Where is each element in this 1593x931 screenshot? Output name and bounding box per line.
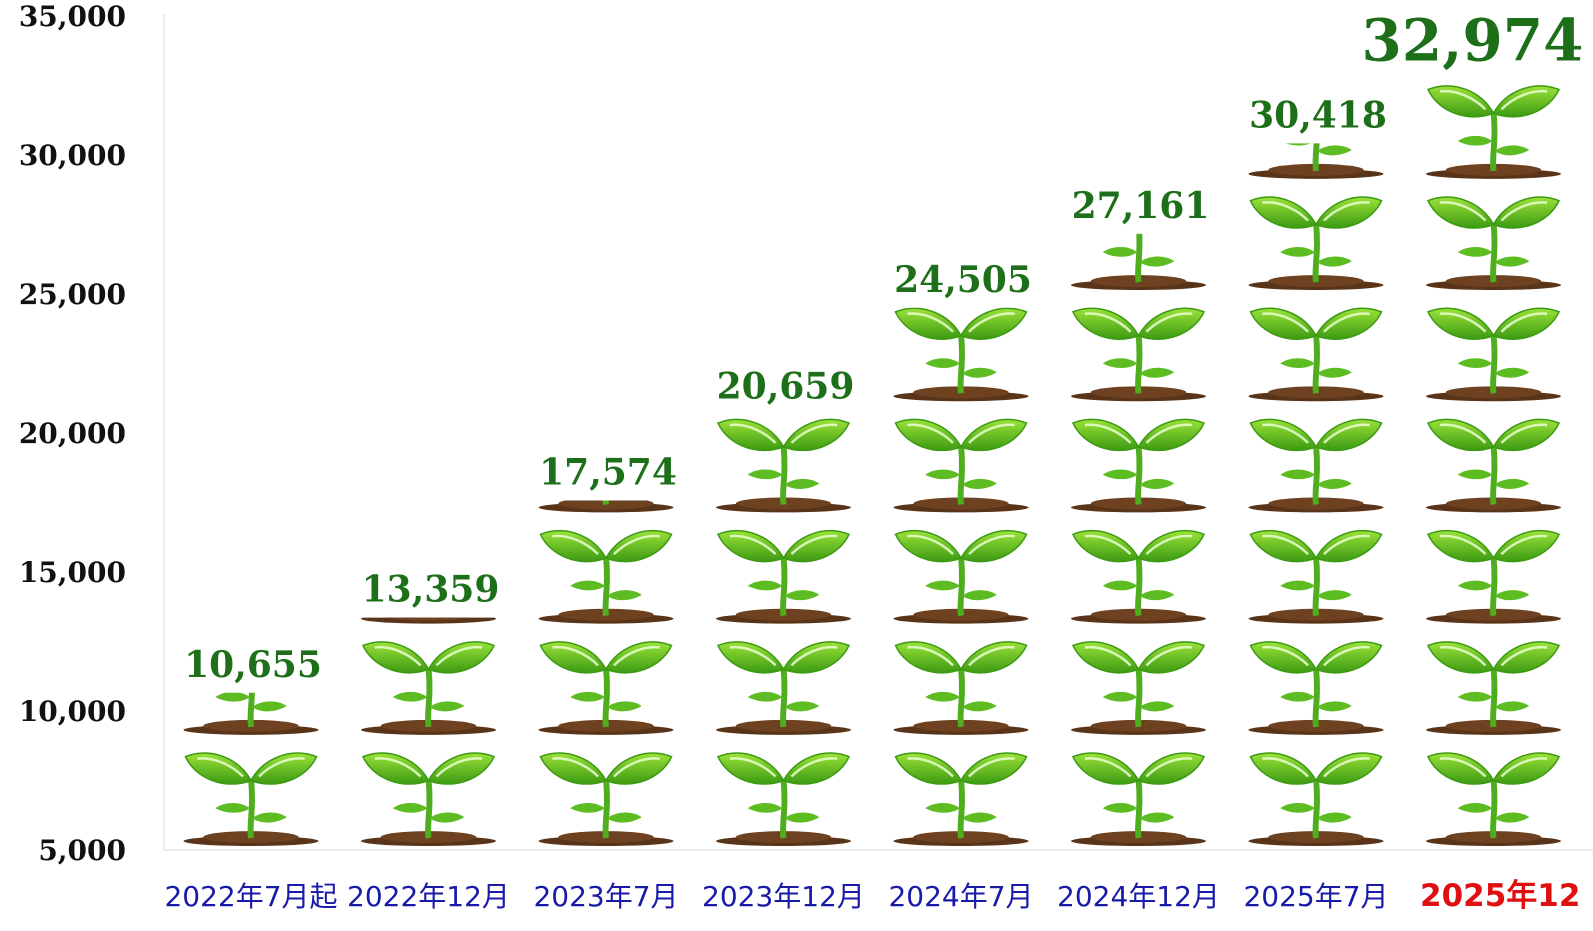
- x-tick-label: 2023年12月: [702, 880, 865, 913]
- y-tick-label: 20,000: [19, 417, 126, 450]
- x-tick-label: 2024年12月: [1057, 880, 1220, 913]
- y-tick-label: 35,000: [19, 0, 126, 33]
- seedling-icon: [361, 753, 496, 846]
- y-tick-label: 5,000: [38, 834, 126, 867]
- data-label: 20,659: [717, 366, 855, 408]
- seedling-icon: [716, 753, 851, 846]
- bar: [1426, 0, 1561, 846]
- x-tick-label: 2025年12: [1420, 878, 1580, 914]
- seedling-icon: [538, 531, 673, 624]
- bar: [361, 420, 496, 846]
- seedling-icon: [893, 753, 1028, 846]
- data-label: 30,418: [1249, 94, 1387, 136]
- seedling-icon: [893, 420, 1028, 513]
- y-tick-label: 15,000: [19, 556, 126, 589]
- x-tick-label: 2023年7月: [533, 880, 678, 913]
- seedling-icon: [538, 308, 673, 401]
- x-tick-label: 2024年7月: [888, 880, 1033, 913]
- seedling-icon: [1426, 531, 1561, 624]
- data-label: 32,974: [1362, 6, 1584, 74]
- seedling-icon: [893, 642, 1028, 735]
- seedling-icon: [1426, 86, 1561, 179]
- seedling-icon: [1071, 753, 1206, 846]
- data-label: 17,574: [539, 451, 677, 493]
- data-label: 13,359: [362, 569, 500, 611]
- seedling-icon: [1248, 308, 1383, 401]
- seedling-icon: [1248, 420, 1383, 513]
- bar: [538, 308, 673, 846]
- seedling-icon: [1071, 308, 1206, 401]
- seedling-icon: [361, 642, 496, 735]
- seedling-icon: [893, 308, 1028, 401]
- data-label: 24,505: [894, 259, 1032, 301]
- data-labels: 10,655 13,359 17,574 20,659 24,505 27,161 30,4…: [184, 6, 1583, 685]
- seedling-icon: [1426, 197, 1561, 290]
- seedling-icon: [183, 753, 318, 846]
- x-tick-label: 2022年12月: [347, 880, 510, 913]
- seedling-icon: [1248, 197, 1383, 290]
- seedling-icon: [538, 642, 673, 735]
- seedling-icon: [1248, 753, 1383, 846]
- y-tick-label: 10,000: [19, 695, 126, 728]
- y-tick-label: 25,000: [19, 278, 126, 311]
- seedling-icon: [893, 531, 1028, 624]
- seedling-icon: [716, 642, 851, 735]
- seedling-icon: [183, 531, 318, 624]
- seedling-icon: [1426, 420, 1561, 513]
- seedling-icon: [716, 420, 851, 513]
- seedling-icon: [716, 531, 851, 624]
- seedling-icon: [1071, 642, 1206, 735]
- x-tick-label: 2022年7月起: [164, 880, 337, 913]
- seedling-icon: [1426, 308, 1561, 401]
- data-label: 27,161: [1072, 185, 1210, 227]
- y-tick-label: 30,000: [19, 139, 126, 172]
- seedling-icon: [361, 420, 496, 513]
- seedling-icon: [1248, 531, 1383, 624]
- x-tick-label: 2025年7月: [1243, 880, 1388, 913]
- seedling-icon: [1248, 642, 1383, 735]
- seedling-icon: [1071, 86, 1206, 179]
- seedling-icon: [1071, 531, 1206, 624]
- seedling-icon: [1426, 642, 1561, 735]
- y-axis-ticks: 5,000 10,000 15,000 20,000 25,000 30,000 35,00…: [19, 0, 126, 867]
- seedling-icon: [1426, 753, 1561, 846]
- seedling-icon: [538, 753, 673, 846]
- bar: [183, 531, 318, 846]
- x-axis-ticks: 2022年7月起 2022年12月 2023年7月 2023年12月 2024年7月 20…: [164, 878, 1580, 914]
- data-label: 10,655: [184, 644, 322, 686]
- seedling-icon: [1071, 420, 1206, 513]
